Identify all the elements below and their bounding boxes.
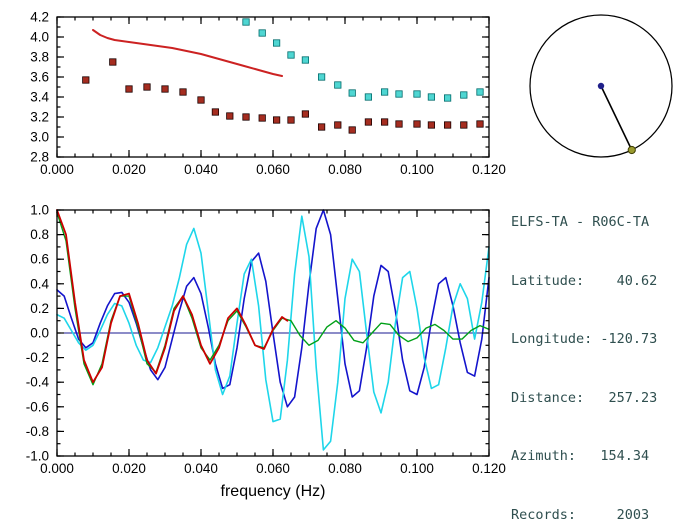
x-tick-label: 0.020 [112,162,146,177]
center-station-dot [597,82,605,90]
info-line-records: Records: 2003 [511,506,650,519]
x-tick-label: 0.000 [40,461,74,476]
y-tick-label: 0.2 [30,301,49,316]
y-tick-label: 3.4 [30,90,49,105]
info-line-distance: Distance: 257.23 [511,389,658,406]
waveform-plot: 0.000 0.020 0.040 0.060 0.080 0.100 0.120 -1.0 -… [26,203,506,501]
info-line-azimuth: Azimuth: 154.34 [511,448,650,464]
x-tick-label: 0.080 [328,162,362,177]
x-tick-label: 0.020 [112,461,146,476]
group-velocity-squares [82,58,484,134]
y-tick-label: -0.2 [26,350,49,365]
azimuth-line [600,85,633,151]
info-line-longitude: Longitude: -120.73 [511,331,658,347]
x-tick-label: 0.080 [328,461,362,476]
x-tick-label: 0.100 [400,162,434,177]
x-tick-label: 0.040 [184,461,218,476]
y-tick-label: 0.0 [30,326,49,341]
x-tick-label: 0.060 [256,162,290,177]
x-tick-label: 0.100 [400,461,434,476]
waveform-red [56,209,289,384]
y-tick-label: 3.0 [30,130,49,145]
y-tick-label: 4.0 [30,30,49,45]
station-info-panel: ELFS-TA - R06C-TA Latitude: 40.62 Longit… [511,174,657,519]
x-tick-label: 0.120 [472,162,506,177]
pair-station-dot [627,145,636,155]
azimuth-circle [529,14,673,158]
dispersion-plot: 0.000 0.020 0.040 0.060 0.080 0.100 0.120 2.8 3.… [30,10,506,178]
y-tick-label: 1.0 [30,203,49,218]
x-tick-label: 0.120 [472,461,506,476]
waveform-cyan [56,215,490,451]
azimuth-circle-map [529,14,673,158]
x-tick-label: 0.000 [40,162,74,177]
info-line-latitude: Latitude: 40.62 [511,272,658,289]
y-tick-label: -0.8 [26,424,49,439]
y-tick-label: -0.4 [26,375,50,390]
x-axis-label: frequency (Hz) [221,483,326,500]
y-tick-label: -0.6 [26,399,49,414]
y-tick-label: 0.8 [30,227,49,242]
y-tick-label: 2.8 [30,150,49,165]
y-tick-label: 3.2 [30,110,49,125]
waveform-blue [56,209,490,408]
y-tick-label: -1.0 [26,449,49,464]
y-tick-label: 0.6 [30,252,49,267]
y-tick-label: 4.2 [30,10,49,25]
x-tick-label: 0.040 [184,162,218,177]
x-tick-label: 0.060 [256,461,290,476]
y-tick-label: 3.8 [30,50,49,65]
station-pair-title: ELFS-TA - R06C-TA [511,214,650,230]
y-tick-label: 3.6 [30,70,49,85]
phase-velocity-squares [242,18,484,102]
reference-curve [92,29,283,77]
plot-frame [56,16,490,158]
y-tick-label: 0.4 [30,276,49,291]
